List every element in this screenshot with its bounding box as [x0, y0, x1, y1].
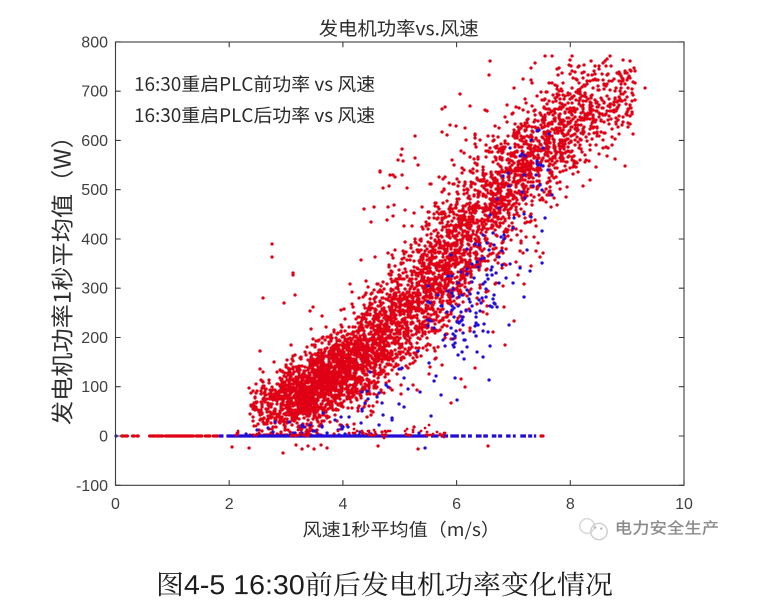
- svg-text:0: 0: [99, 429, 108, 446]
- svg-text:400: 400: [81, 232, 108, 249]
- svg-text:600: 600: [81, 133, 108, 150]
- svg-text:800: 800: [81, 34, 108, 51]
- svg-text:500: 500: [81, 182, 108, 199]
- svg-text:6: 6: [452, 496, 461, 513]
- svg-text:0: 0: [111, 496, 120, 513]
- svg-text:-100: -100: [76, 478, 108, 495]
- svg-text:8: 8: [566, 496, 575, 513]
- svg-text:300: 300: [81, 281, 108, 298]
- svg-text:700: 700: [81, 84, 108, 101]
- svg-text:10: 10: [675, 496, 693, 513]
- svg-text:100: 100: [81, 379, 108, 396]
- svg-text:200: 200: [81, 330, 108, 347]
- svg-text:2: 2: [225, 496, 234, 513]
- svg-text:4: 4: [338, 496, 347, 513]
